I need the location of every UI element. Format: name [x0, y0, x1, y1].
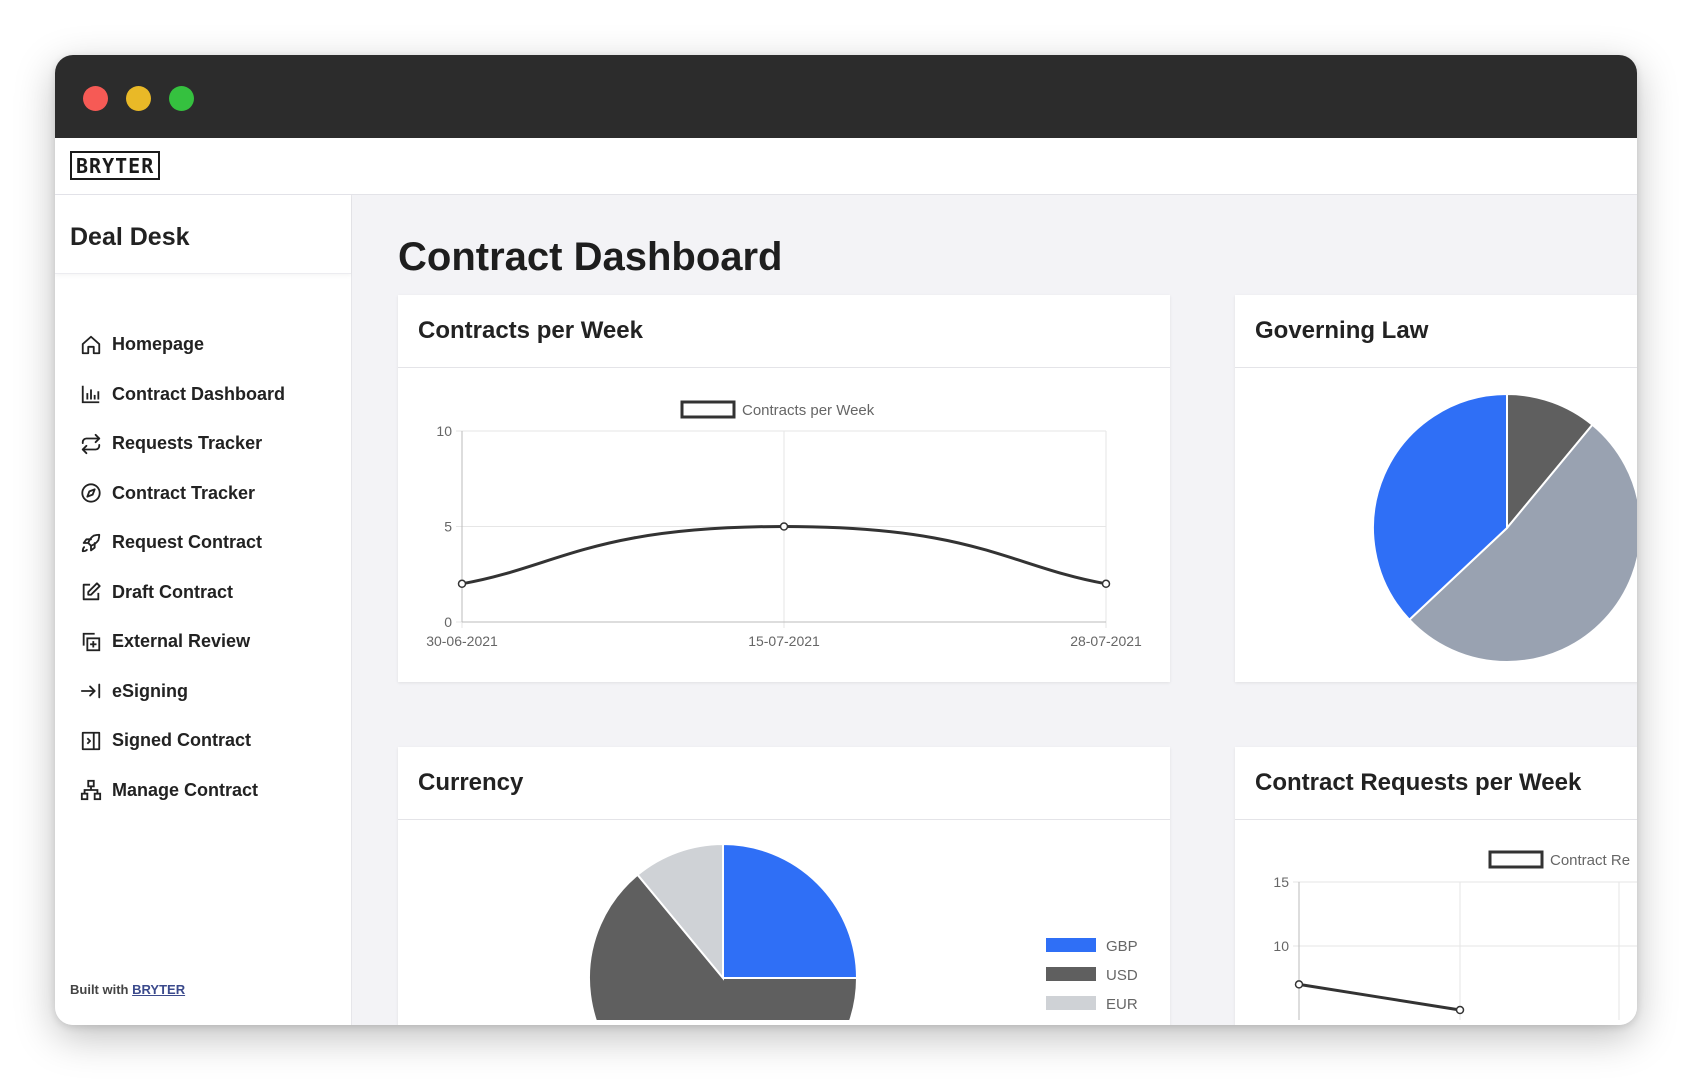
rocket-icon [81, 533, 101, 552]
contracts-per-week-chart: Contracts per Week 0 5 10 30-06-2021 15-07-20… [426, 400, 1142, 649]
sidebar-item-manage-contract[interactable]: Manage Contract [80, 766, 285, 816]
sidebar-nav: Homepage Contract Dashboard Requests Tra… [80, 320, 285, 815]
page-title: Contract Dashboard [398, 235, 783, 279]
bryter-logo[interactable]: BRYTER [70, 151, 161, 180]
sidebar-item-homepage[interactable]: Homepage [80, 320, 285, 370]
close-window-button[interactable] [83, 86, 108, 111]
legend-swatch [1046, 967, 1096, 981]
governing-law-slice-1 [1407, 423, 1637, 663]
repeat-icon [81, 433, 101, 454]
sidebar-item-draft-contract[interactable]: Draft Contract [80, 568, 285, 618]
sidebar-item-contract-dashboard[interactable]: Contract Dashboard [80, 370, 285, 420]
bar-chart-icon [81, 386, 100, 404]
series-line [1298, 982, 1461, 1012]
y-tick-label: 10 [436, 423, 452, 439]
compass-icon [81, 483, 101, 503]
bryter-link[interactable]: BRYTER [132, 982, 186, 997]
card-title: Contract Requests per Week [1235, 747, 1637, 820]
data-point [1455, 1005, 1465, 1015]
governing-law-slice-0 [1506, 392, 1594, 531]
data-point [457, 579, 467, 589]
y-tick-label: 15 [1273, 874, 1289, 890]
currency-slice-2 [636, 842, 724, 981]
built-with-text: Built with [70, 982, 129, 997]
sidebar-item-label: Draft Contract [112, 581, 234, 602]
sidebar-item-requests-tracker[interactable]: Requests Tracker [80, 419, 285, 469]
legend-label: USD [1106, 967, 1138, 984]
legend-swatch [680, 400, 736, 419]
governing-law-card: Governing Law [1235, 295, 1637, 682]
card-title: Currency [398, 747, 1170, 820]
legend-swatch [1488, 850, 1544, 869]
sidebar: Deal Desk Homepage Contract Dashboard Re… [55, 195, 352, 1025]
sidebar-item-label: Contract Dashboard [112, 383, 286, 404]
data-point [779, 522, 789, 531]
sidebar-header: Deal Desk [55, 195, 351, 274]
sidebar-item-label: Homepage [112, 334, 205, 355]
window-titlebar [55, 55, 1637, 138]
y-tick-label: 0 [444, 614, 452, 630]
top-bar: BRYTER [55, 138, 1637, 195]
currency-card: Currency GBP USD EUR [398, 747, 1170, 1025]
sidebar-item-label: Contract Tracker [112, 482, 256, 503]
governing-law-chart [1372, 392, 1637, 663]
sidebar-item-label: External Review [112, 631, 251, 652]
x-tick-label: 28-07-2021 [1070, 633, 1142, 649]
sidebar-item-request-contract[interactable]: Request Contract [80, 518, 285, 568]
contract-requests-card: Contract Requests per Week Contract Re 10… [1235, 747, 1637, 1025]
sidebar-item-label: Manage Contract [112, 779, 259, 800]
currency-chart: GBP USD EUR [588, 842, 1138, 1025]
maximize-window-button[interactable] [169, 86, 194, 111]
app-name: Deal Desk [70, 223, 190, 251]
sidebar-item-contract-tracker[interactable]: Contract Tracker [80, 469, 285, 519]
contract-requests-chart: Contract Re 10 15 [1273, 850, 1637, 1020]
edit-icon [82, 582, 101, 601]
sidebar-item-esigning[interactable]: eSigning [80, 667, 285, 717]
contracts-per-week-card: Contracts per Week Contracts per Week 0 5 1… [398, 295, 1170, 682]
legend-label: Contract Re [1550, 852, 1630, 869]
data-point [1101, 579, 1111, 589]
legend-label: Contracts per Week [742, 402, 875, 419]
currency-slice-1 [588, 873, 859, 1025]
arrow-to-line-icon [80, 683, 101, 699]
sidebar-item-signed-contract[interactable]: Signed Contract [80, 716, 285, 766]
sidebar-item-label: Signed Contract [112, 730, 252, 751]
sidebar-item-label: Requests Tracker [112, 433, 263, 454]
y-tick-label: 5 [444, 519, 452, 535]
copy-plus-icon [82, 632, 101, 651]
sidebar-item-external-review[interactable]: External Review [80, 617, 285, 667]
x-tick-label: 15-07-2021 [748, 633, 820, 649]
governing-law-slice-2 [1372, 392, 1508, 622]
sitemap-icon [80, 780, 102, 801]
home-icon [81, 335, 101, 354]
sidebar-item-label: eSigning [112, 680, 188, 701]
x-tick-label: 30-06-2021 [426, 633, 498, 649]
legend-swatch [1046, 996, 1096, 1010]
main-content: Contract Dashboard Contracts per Week Co… [352, 195, 1637, 1025]
minimize-window-button[interactable] [126, 86, 151, 111]
data-point [1294, 980, 1304, 989]
legend-swatch [1046, 938, 1096, 952]
card-title: Governing Law [1235, 295, 1637, 368]
sidebar-item-label: Request Contract [112, 532, 263, 553]
card-title: Contracts per Week [398, 295, 1170, 368]
built-with-footer: Built with BRYTER [70, 982, 185, 997]
legend-label: GBP [1106, 938, 1138, 955]
sidebar-close-icon [81, 731, 101, 750]
app-window: BRYTER Deal Desk Homepage Contract Dashb… [55, 55, 1637, 1025]
currency-slice-0 [722, 842, 859, 979]
legend-label: EUR [1106, 996, 1138, 1013]
y-tick-label: 10 [1273, 938, 1289, 954]
